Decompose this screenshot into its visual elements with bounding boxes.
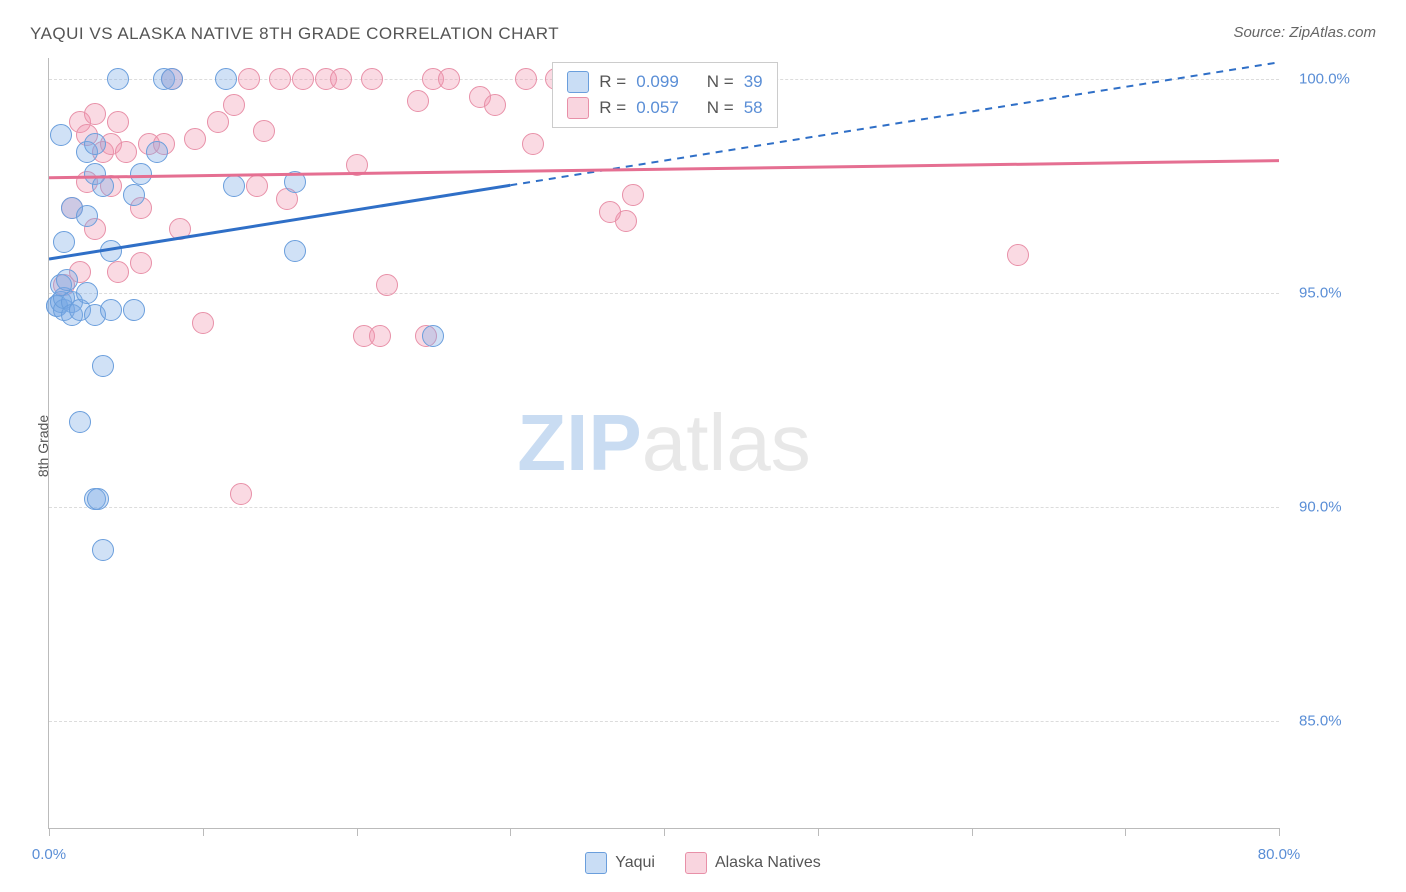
watermark-zip: ZIP <box>517 398 641 487</box>
y-tick-label: 90.0% <box>1299 499 1342 516</box>
stats-box: R = 0.099 N = 39 R = 0.057 N = 58 <box>552 62 777 128</box>
scatter-point <box>92 539 114 561</box>
bottom-legend: Yaqui Alaska Natives <box>0 852 1406 874</box>
scatter-point <box>422 325 444 347</box>
scatter-point <box>76 282 98 304</box>
y-tick-label: 100.0% <box>1299 71 1350 88</box>
stats-row: R = 0.057 N = 58 <box>567 95 762 121</box>
scatter-point <box>330 68 352 90</box>
scatter-point <box>230 483 252 505</box>
chart-title: YAQUI VS ALASKA NATIVE 8TH GRADE CORRELA… <box>30 24 559 44</box>
scatter-point <box>238 68 260 90</box>
scatter-point <box>123 299 145 321</box>
scatter-point <box>84 133 106 155</box>
scatter-point <box>346 154 368 176</box>
scatter-point <box>253 120 275 142</box>
scatter-point <box>56 269 78 291</box>
scatter-point <box>284 171 306 193</box>
n-value: 39 <box>744 72 763 92</box>
scatter-point <box>246 175 268 197</box>
x-tick <box>203 828 204 836</box>
trend-overlay <box>49 58 1279 828</box>
x-tick <box>49 828 50 836</box>
scatter-point <box>599 201 621 223</box>
scatter-point <box>1007 244 1029 266</box>
n-label: N = <box>707 98 734 118</box>
scatter-point <box>161 68 183 90</box>
watermark-atlas: atlas <box>642 398 811 487</box>
stats-row: R = 0.099 N = 39 <box>567 69 762 95</box>
scatter-point <box>622 184 644 206</box>
plot-area: ZIPatlas 85.0%90.0%95.0%100.0%0.0%80.0% <box>48 58 1279 829</box>
r-value: 0.099 <box>636 72 679 92</box>
legend-label: Alaska Natives <box>715 854 821 872</box>
scatter-point <box>92 175 114 197</box>
scatter-point <box>100 299 122 321</box>
scatter-point <box>284 240 306 262</box>
series-swatch <box>585 852 607 874</box>
scatter-point <box>130 163 152 185</box>
scatter-point <box>269 68 291 90</box>
scatter-point <box>407 90 429 112</box>
scatter-point <box>292 68 314 90</box>
gridline <box>49 293 1279 294</box>
scatter-point <box>215 68 237 90</box>
scatter-point <box>50 124 72 146</box>
scatter-point <box>192 312 214 334</box>
gridline <box>49 507 1279 508</box>
scatter-point <box>369 325 391 347</box>
y-tick-label: 85.0% <box>1299 713 1342 730</box>
gridline <box>49 721 1279 722</box>
r-value: 0.057 <box>636 98 679 118</box>
n-value: 58 <box>744 98 763 118</box>
scatter-point <box>207 111 229 133</box>
scatter-point <box>53 231 75 253</box>
scatter-point <box>223 175 245 197</box>
scatter-point <box>130 252 152 274</box>
series-swatch <box>685 852 707 874</box>
r-label: R = <box>599 72 626 92</box>
scatter-point <box>107 261 129 283</box>
scatter-point <box>169 218 191 240</box>
x-tick <box>664 828 665 836</box>
x-tick <box>357 828 358 836</box>
scatter-point <box>223 94 245 116</box>
watermark: ZIPatlas <box>517 397 810 489</box>
scatter-point <box>76 205 98 227</box>
scatter-point <box>107 68 129 90</box>
x-tick <box>1125 828 1126 836</box>
x-tick <box>818 828 819 836</box>
scatter-point <box>69 411 91 433</box>
x-tick <box>972 828 973 836</box>
scatter-point <box>115 141 137 163</box>
x-tick <box>510 828 511 836</box>
scatter-point <box>438 68 460 90</box>
scatter-point <box>484 94 506 116</box>
r-label: R = <box>599 98 626 118</box>
scatter-point <box>361 68 383 90</box>
x-tick <box>1279 828 1280 836</box>
scatter-point <box>522 133 544 155</box>
scatter-point <box>100 240 122 262</box>
n-label: N = <box>707 72 734 92</box>
legend-label: Yaqui <box>615 854 655 872</box>
scatter-point <box>123 184 145 206</box>
scatter-point <box>146 141 168 163</box>
scatter-point <box>84 103 106 125</box>
series-swatch <box>567 71 589 93</box>
scatter-point <box>107 111 129 133</box>
legend-item: Alaska Natives <box>685 852 821 874</box>
y-tick-label: 95.0% <box>1299 285 1342 302</box>
legend-item: Yaqui <box>585 852 655 874</box>
scatter-point <box>184 128 206 150</box>
source-label: Source: ZipAtlas.com <box>1233 24 1376 41</box>
chart-root: YAQUI VS ALASKA NATIVE 8TH GRADE CORRELA… <box>0 0 1406 892</box>
scatter-point <box>92 355 114 377</box>
scatter-point <box>87 488 109 510</box>
series-swatch <box>567 97 589 119</box>
scatter-point <box>515 68 537 90</box>
scatter-point <box>376 274 398 296</box>
